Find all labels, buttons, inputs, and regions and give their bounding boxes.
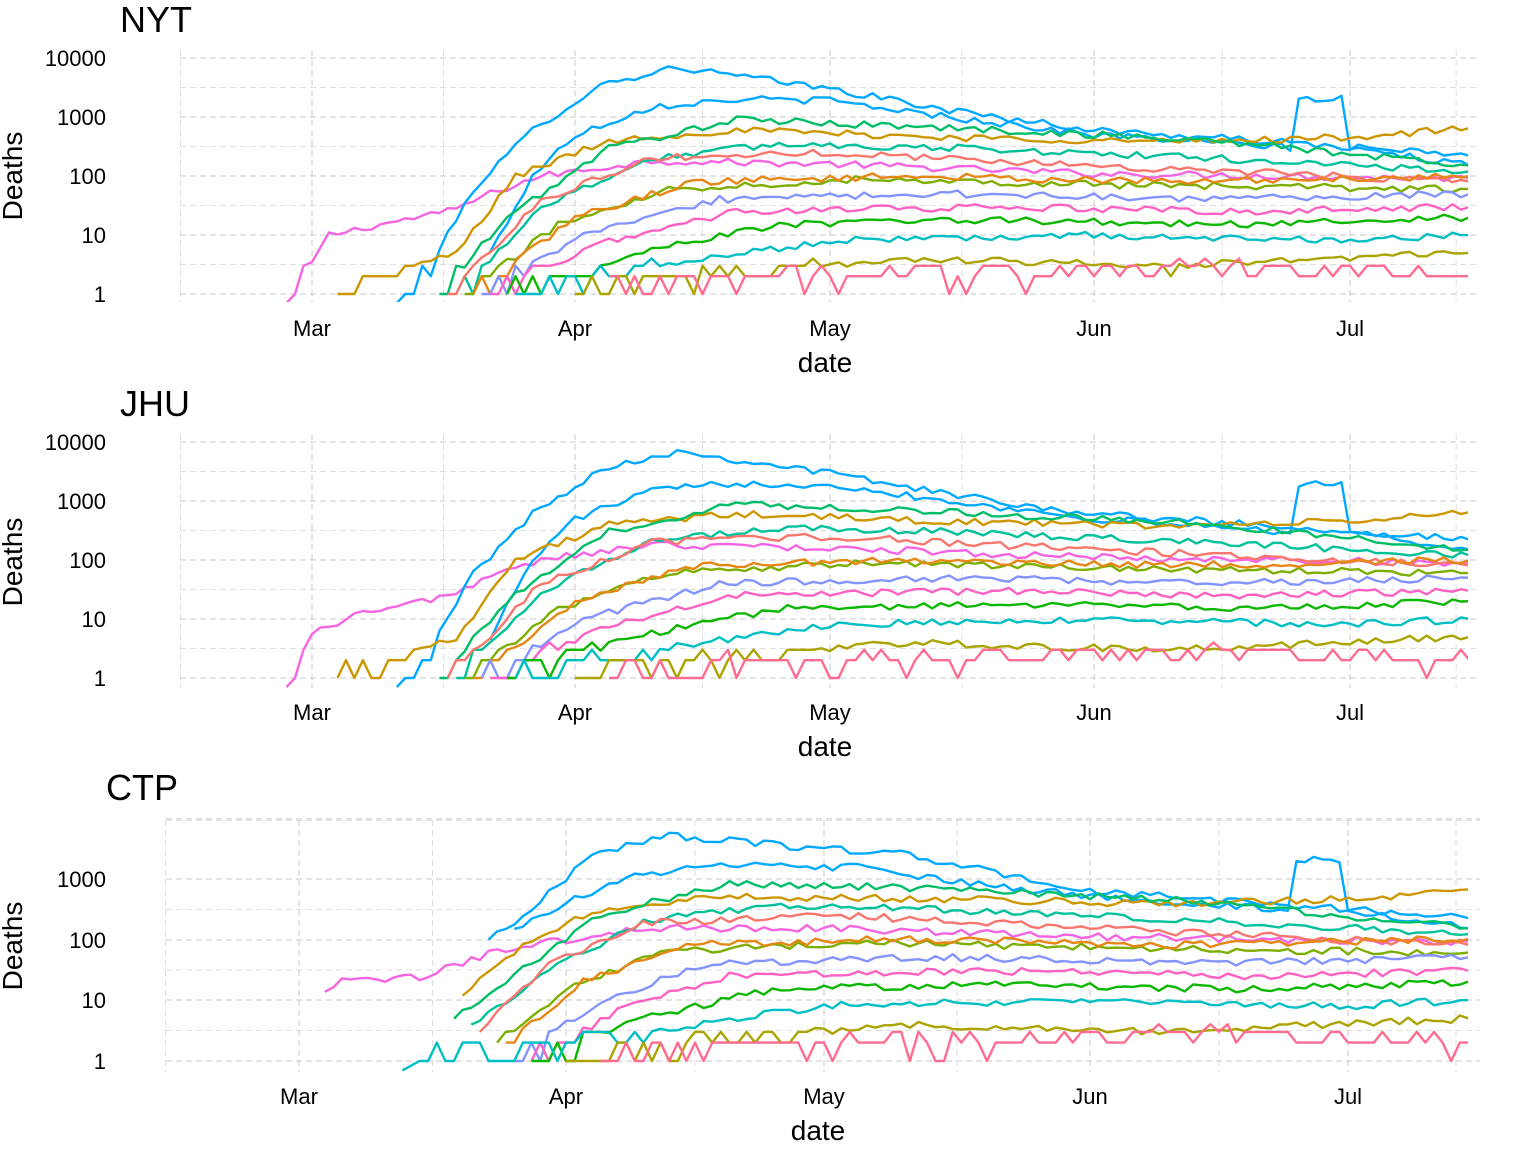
series-line <box>473 556 1468 680</box>
series-line <box>401 997 1468 1072</box>
series-group <box>324 831 1468 1072</box>
series-line <box>531 979 1468 1063</box>
panel-title: CTP <box>106 767 178 808</box>
series-line <box>490 203 1468 296</box>
series-line <box>481 189 1468 296</box>
y-tick-label: 1000 <box>57 105 106 130</box>
x-tick-label: Mar <box>293 316 331 341</box>
series-line <box>439 500 1468 680</box>
series-line <box>461 888 1468 997</box>
x-tick-label: Mar <box>280 1084 318 1109</box>
series-line <box>506 213 1468 296</box>
series-line <box>446 532 1468 679</box>
series-group <box>285 65 1468 302</box>
y-axis-title: Deaths <box>0 518 28 607</box>
y-tick-label: 100 <box>69 928 106 953</box>
series-line <box>496 938 1468 1044</box>
series-line <box>505 935 1468 1044</box>
x-tick-label: Apr <box>558 700 592 725</box>
x-tick-label: Jul <box>1336 316 1364 341</box>
series-line <box>487 831 1468 941</box>
series-line <box>490 586 1468 680</box>
x-axis-title: date <box>791 1115 846 1146</box>
y-axis-title: Deaths <box>0 132 28 221</box>
x-tick-label: Jun <box>1076 700 1111 725</box>
x-tick-label: Apr <box>558 316 592 341</box>
y-tick-label: 10 <box>82 988 106 1013</box>
y-axis-title: Deaths <box>0 902 28 991</box>
series-line <box>447 148 1468 296</box>
x-axis-title: date <box>798 731 853 762</box>
series-line <box>514 616 1468 680</box>
x-tick-label: May <box>809 700 851 725</box>
y-tick-label: 10 <box>82 607 106 632</box>
y-tick-label: 1000 <box>57 867 106 892</box>
series-line <box>530 966 1468 1063</box>
series-line <box>514 855 1468 930</box>
series-line <box>480 574 1468 680</box>
chart-panel-jhu: 1 10 100 1000 10000 Mar Apr May Jun Jul JHU Deaths d… <box>0 383 1480 762</box>
series-line <box>439 115 1468 296</box>
series-line <box>489 480 1468 641</box>
x-tick-label: Mar <box>293 700 331 725</box>
series-line <box>464 175 1468 296</box>
series-line <box>396 65 1468 302</box>
x-tick-label: May <box>803 1084 845 1109</box>
series-line <box>507 598 1468 680</box>
y-tick-label: 1 <box>94 282 106 307</box>
series-line <box>324 923 1468 993</box>
series-line <box>566 1014 1468 1063</box>
y-tick-label: 10000 <box>45 430 106 455</box>
series-line <box>515 230 1468 296</box>
series-line <box>479 912 1468 1033</box>
series-line <box>336 509 1468 680</box>
y-tick-label: 100 <box>69 164 106 189</box>
chart-panel-nyt: 1 10 100 1000 10000 Mar Apr May Jun Jul NYT Deaths d… <box>0 0 1480 378</box>
series-line <box>456 524 1468 680</box>
y-tick-label: 100 <box>69 548 106 573</box>
panel-title: NYT <box>120 0 192 40</box>
x-tick-label: Apr <box>549 1084 583 1109</box>
chart-panel-ctp: 1 10 100 1000 Mar Apr May Jun Jul CTP Deaths date <box>0 767 1480 1146</box>
y-tick-label: 1 <box>94 666 106 691</box>
series-line <box>609 257 1468 296</box>
x-axis-title: date <box>798 347 853 378</box>
x-tick-label: Jun <box>1072 1084 1107 1109</box>
series-line <box>575 634 1468 680</box>
y-tick-label: 10000 <box>45 46 106 71</box>
series-group <box>285 449 1468 688</box>
panel-title: JHU <box>120 383 190 424</box>
x-tick-label: Jul <box>1334 1084 1362 1109</box>
x-tick-label: Jun <box>1076 316 1111 341</box>
series-line <box>575 250 1468 296</box>
series-line <box>472 172 1468 296</box>
series-line <box>453 879 1468 1020</box>
series-line <box>337 125 1468 296</box>
series-line <box>285 540 1468 688</box>
series-line <box>514 953 1468 1063</box>
x-tick-label: May <box>809 316 851 341</box>
series-line <box>609 641 1468 680</box>
y-tick-label: 1000 <box>57 489 106 514</box>
series-line <box>600 1023 1468 1063</box>
y-tick-label: 1 <box>94 1049 106 1074</box>
y-tick-label: 10 <box>82 223 106 248</box>
series-line <box>489 94 1468 253</box>
series-line <box>285 157 1468 302</box>
series-line <box>395 449 1468 688</box>
x-tick-label: Jul <box>1336 700 1364 725</box>
